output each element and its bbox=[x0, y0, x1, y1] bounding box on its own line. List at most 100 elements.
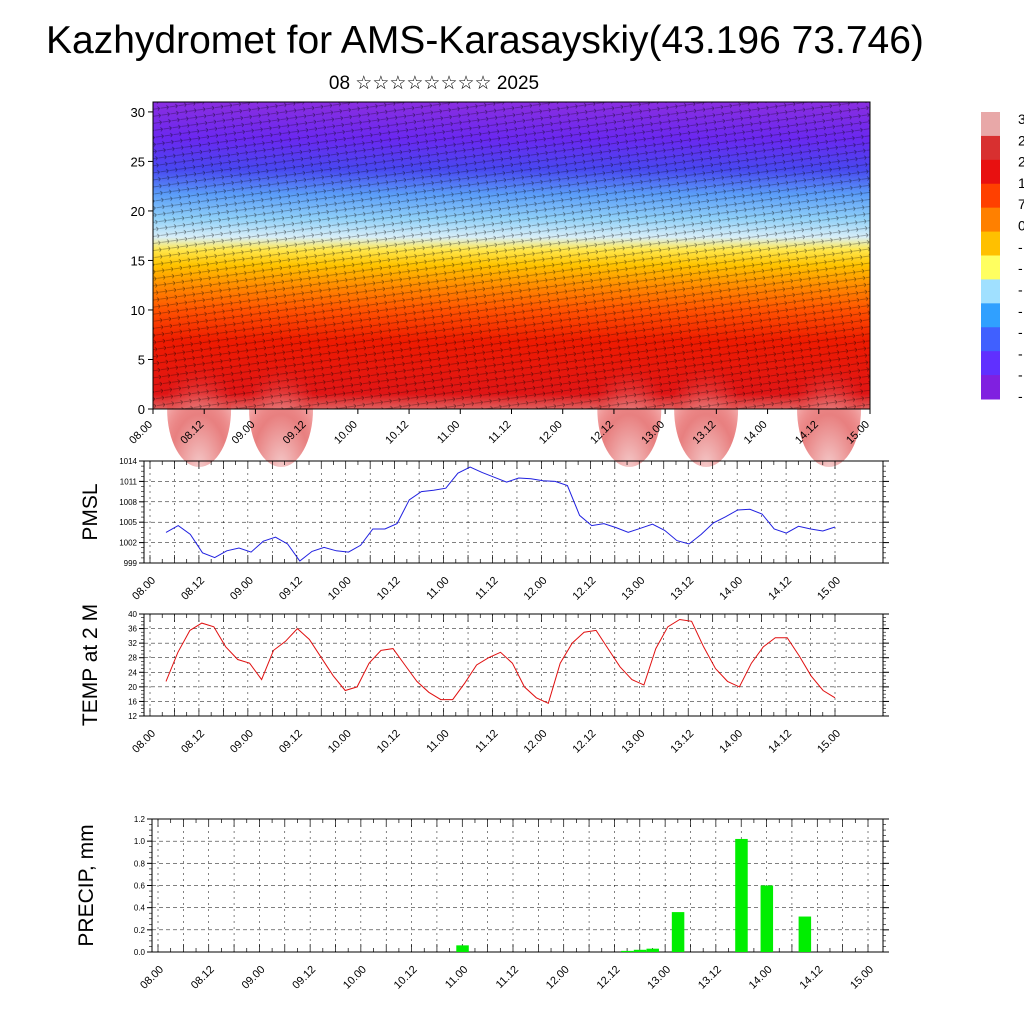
colorbar-label: - bbox=[1018, 260, 1023, 276]
x-tick-label: 14.00 bbox=[747, 964, 775, 992]
precip-bar bbox=[735, 838, 748, 952]
y-tick-label: 0 bbox=[138, 402, 145, 417]
x-tick-label: 14.00 bbox=[742, 419, 770, 447]
y-tick-label: 16 bbox=[128, 697, 137, 706]
x-tick-label: 11.12 bbox=[473, 575, 500, 602]
x-tick-label: 09.12 bbox=[277, 575, 305, 603]
x-tick-label: 15.00 bbox=[848, 964, 876, 992]
precip-bar bbox=[760, 885, 774, 952]
colorbar-label: 2 bbox=[1018, 132, 1024, 148]
y-tick-label: 0.0 bbox=[134, 948, 146, 957]
precip-bar bbox=[798, 916, 812, 952]
x-tick-label: 10.00 bbox=[332, 419, 360, 447]
y-tick-label: 0.8 bbox=[134, 859, 146, 868]
y-tick-label: 1002 bbox=[119, 539, 137, 548]
y-tick-label: 1.0 bbox=[134, 837, 146, 846]
x-tick-label: 11.12 bbox=[494, 964, 521, 991]
y-tick-label: 36 bbox=[128, 625, 137, 634]
colorbar-segment bbox=[981, 159, 1000, 185]
y-tick-label: 1014 bbox=[119, 457, 137, 466]
x-tick-label: 14.12 bbox=[797, 964, 825, 992]
y-tick-label: 1005 bbox=[119, 518, 137, 527]
x-tick-label: 13.00 bbox=[645, 964, 673, 992]
colorbar-label: - bbox=[1018, 345, 1023, 361]
chart-subtitle: 08 ☆☆☆☆☆☆☆☆ 2025 bbox=[328, 73, 540, 94]
colorbar-segment bbox=[981, 231, 1000, 256]
x-tick-label: 14.00 bbox=[717, 728, 745, 756]
colorbar-segment bbox=[981, 279, 1000, 304]
x-tick-label: 15.00 bbox=[815, 728, 843, 756]
x-tick-label: 09.12 bbox=[290, 964, 318, 992]
colorbar-label: - bbox=[1018, 367, 1023, 383]
x-tick-label: 13.12 bbox=[668, 728, 696, 756]
precip-bar bbox=[633, 949, 647, 952]
colorbar-segment bbox=[981, 183, 1000, 209]
y-tick-label: 40 bbox=[128, 610, 137, 619]
precip-bar bbox=[621, 950, 634, 952]
colorbar-segment bbox=[981, 112, 1000, 137]
x-tick-label: 10.00 bbox=[326, 575, 354, 603]
precip-bar bbox=[646, 948, 659, 952]
x-tick-label: 14.12 bbox=[766, 575, 794, 603]
y-tick-label: 1011 bbox=[120, 477, 138, 486]
x-tick-label: 12.00 bbox=[522, 575, 550, 603]
y-tick-label: 15 bbox=[131, 253, 145, 268]
colorbar-label: - bbox=[1018, 388, 1023, 404]
y-tick-label: 999 bbox=[124, 559, 138, 568]
colorbar-label: - bbox=[1018, 324, 1023, 340]
x-tick-label: 13.12 bbox=[696, 964, 724, 992]
colorbar-label: - bbox=[1018, 303, 1023, 319]
x-tick-label: 13.00 bbox=[619, 575, 647, 603]
x-tick-label: 11.12 bbox=[473, 728, 500, 755]
x-tick-label: 10.12 bbox=[375, 728, 403, 756]
x-tick-label: 10.12 bbox=[383, 419, 411, 447]
x-tick-label: 10.00 bbox=[326, 728, 354, 756]
y-axis-label: PRECIP, mm bbox=[75, 824, 98, 946]
x-tick-label: 11.12 bbox=[486, 419, 513, 446]
x-tick-label: 08.00 bbox=[130, 728, 158, 756]
colorbar-segment bbox=[981, 351, 1000, 376]
precip-bar bbox=[671, 912, 685, 952]
y-tick-label: 30 bbox=[131, 105, 145, 120]
y-tick-label: 20 bbox=[128, 683, 137, 692]
colorbar-segment bbox=[981, 327, 1000, 352]
chart-title: Kazhydromet for AMS-Karasayskiy(43.196 7… bbox=[46, 19, 924, 62]
y-tick-label: 24 bbox=[128, 668, 137, 677]
y-tick-label: 0.6 bbox=[134, 882, 146, 891]
x-tick-label: 09.12 bbox=[277, 728, 305, 756]
y-tick-label: 0.2 bbox=[134, 926, 146, 935]
colorbar-label: 3 bbox=[1018, 111, 1024, 127]
x-tick-label: 08.12 bbox=[179, 575, 207, 603]
colorbar-segment bbox=[981, 375, 1000, 400]
x-tick-label: 11.00 bbox=[424, 728, 451, 755]
colorbar-label: 0 bbox=[1018, 218, 1024, 234]
x-tick-label: 09.00 bbox=[228, 728, 256, 756]
plot-frame bbox=[143, 460, 884, 564]
x-tick-label: 13.00 bbox=[619, 728, 647, 756]
wind-vectors bbox=[153, 102, 870, 409]
precip-bar bbox=[456, 945, 469, 952]
y-tick-label: 10 bbox=[131, 303, 145, 318]
x-tick-label: 14.00 bbox=[717, 575, 745, 603]
colorbar-segment bbox=[981, 207, 1000, 233]
colorbar-label: 7 bbox=[1018, 196, 1024, 212]
colorbar-label: 1 bbox=[1018, 175, 1024, 191]
x-tick-label: 09.00 bbox=[228, 575, 256, 603]
x-tick-label: 11.00 bbox=[435, 419, 462, 446]
y-tick-label: 1008 bbox=[119, 498, 137, 507]
y-tick-label: 32 bbox=[128, 639, 137, 648]
x-tick-label: 12.00 bbox=[522, 728, 550, 756]
x-tick-label: 13.12 bbox=[668, 575, 696, 603]
x-tick-label: 11.00 bbox=[443, 964, 470, 991]
y-tick-label: 5 bbox=[138, 352, 145, 367]
x-tick-label: 12.12 bbox=[571, 728, 599, 756]
x-tick-label: 09.00 bbox=[240, 964, 268, 992]
pmsl-series-line bbox=[165, 466, 836, 562]
x-tick-label: 08.12 bbox=[189, 964, 217, 992]
x-tick-label: 14.12 bbox=[766, 728, 794, 756]
x-tick-label: 08.00 bbox=[127, 419, 155, 447]
colorbar-label: - bbox=[1018, 281, 1023, 297]
x-tick-label: 08.12 bbox=[179, 728, 207, 756]
x-tick-label: 12.00 bbox=[537, 419, 565, 447]
